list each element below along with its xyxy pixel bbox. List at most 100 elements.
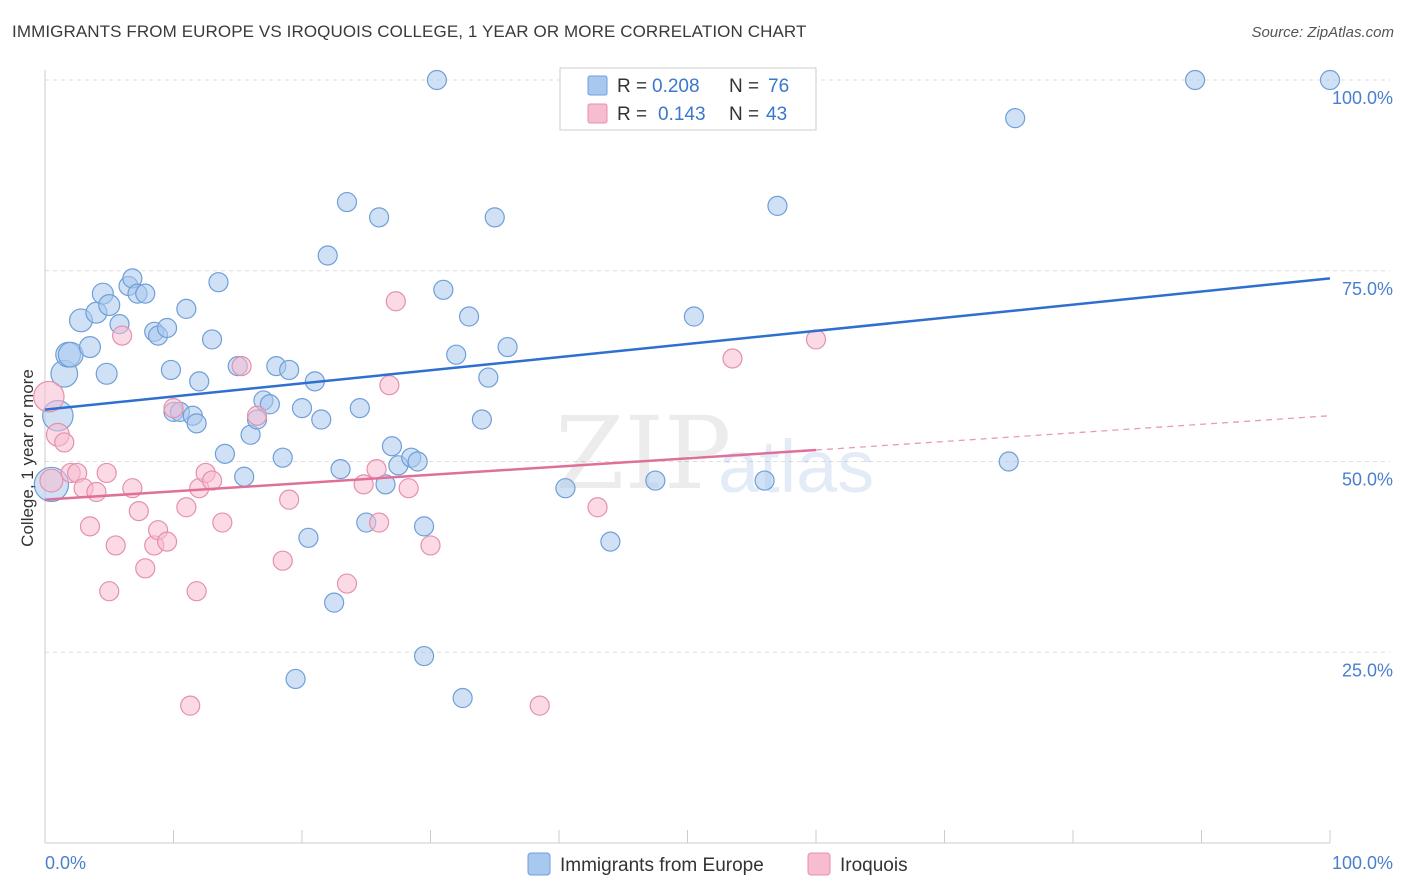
data-point (645, 470, 666, 491)
trend-line-iroquois (44, 448, 817, 501)
data-point (1184, 69, 1206, 91)
legend-n-label-2: N = (729, 104, 759, 125)
data-point (1319, 69, 1341, 91)
data-point (317, 245, 338, 266)
y-tick-label-75: 75.0% (1342, 279, 1393, 299)
data-point (214, 443, 235, 464)
bottom-legend-label-pink: Iroquois (840, 855, 908, 876)
data-point (135, 558, 156, 579)
legend-n-value-2: 43 (766, 104, 787, 125)
data-point (186, 581, 207, 602)
data-point (95, 362, 118, 385)
data-point (285, 668, 306, 690)
data-point (78, 335, 102, 359)
correlation-legend: R = 0.208 N = 76 R = 0.143 N = 43 (559, 67, 817, 131)
data-point (98, 294, 121, 317)
legend-r-value-1: 0.208 (652, 76, 700, 97)
data-point (398, 478, 419, 499)
data-point (111, 325, 133, 346)
data-point (385, 291, 406, 312)
data-point (433, 279, 454, 300)
data-point (446, 344, 467, 365)
data-point (336, 191, 358, 213)
data-point (529, 695, 550, 716)
data-point (587, 497, 608, 518)
data-point (366, 459, 387, 480)
data-point (128, 500, 149, 522)
data-point (407, 451, 428, 472)
data-point (39, 468, 64, 493)
data-point (33, 380, 65, 413)
series-immigrants-from-europe (33, 69, 1341, 709)
data-point (246, 405, 268, 426)
data-point (426, 69, 448, 91)
data-point (298, 527, 319, 548)
y-axis-title: College, 1 year or more (18, 369, 37, 547)
legend-n-label-1: N = (729, 76, 759, 97)
data-point (375, 474, 396, 495)
trend-line-immigrants-from-europe (44, 277, 1331, 411)
data-point (484, 207, 505, 228)
data-point (189, 371, 210, 392)
data-point (291, 397, 313, 419)
data-point (163, 397, 184, 419)
trend-lines (44, 277, 1331, 501)
data-point (497, 336, 518, 358)
data-point (135, 283, 156, 304)
data-point (413, 645, 435, 667)
x-tick-label-min: 0.0% (45, 853, 86, 873)
legend-r-label-2: R = (617, 104, 647, 125)
legend-r-label-1: R = (617, 76, 647, 97)
y-tick-label-50: 50.0% (1342, 470, 1393, 490)
data-point (272, 447, 293, 468)
watermark-zip: ZIP (555, 395, 731, 512)
data-point (379, 375, 400, 396)
data-point (160, 359, 182, 381)
data-point (96, 462, 117, 484)
y-tick-label-25: 25.0% (1342, 660, 1393, 680)
data-point (1005, 108, 1026, 129)
data-point (231, 356, 252, 377)
data-point (272, 550, 293, 571)
bottom-legend-label-blue: Immigrants from Europe (560, 855, 764, 876)
data-point (279, 489, 300, 510)
bottom-legend-swatch-pink (807, 852, 831, 876)
data-point (381, 436, 403, 457)
y-tick-label-100: 100.0% (1332, 88, 1393, 108)
trend-line-extension-iroquois (815, 415, 1331, 451)
x-tick-label-max: 100.0% (1332, 853, 1393, 873)
bottom-legend-swatch-blue (527, 852, 551, 876)
data-point (420, 535, 441, 556)
watermark: ZIP atlas (555, 395, 874, 512)
data-point (259, 394, 280, 415)
data-point (311, 409, 332, 430)
data-point (180, 695, 201, 716)
data-point (336, 573, 358, 594)
data-point (458, 306, 480, 327)
data-point (156, 317, 178, 339)
source-label: Source: ZipAtlas.com (1251, 24, 1394, 41)
data-point (176, 298, 197, 319)
data-point (208, 272, 229, 293)
data-point (279, 359, 300, 381)
data-point (54, 432, 75, 453)
data-point (452, 687, 473, 709)
data-point (555, 478, 576, 499)
legend-swatch-pink (587, 103, 608, 124)
legend-r-value-2: 0.143 (658, 104, 706, 125)
data-point (176, 497, 197, 518)
data-point (79, 516, 101, 537)
data-point (754, 470, 775, 491)
series-iroquois (33, 291, 827, 716)
data-point (369, 207, 390, 228)
data-point (234, 466, 255, 487)
data-point (186, 413, 207, 434)
data-point (349, 397, 370, 419)
data-point (212, 512, 233, 533)
data-point (683, 306, 705, 327)
data-point (86, 481, 107, 503)
data-point (201, 329, 223, 350)
data-point (369, 512, 390, 533)
data-point (413, 516, 435, 537)
